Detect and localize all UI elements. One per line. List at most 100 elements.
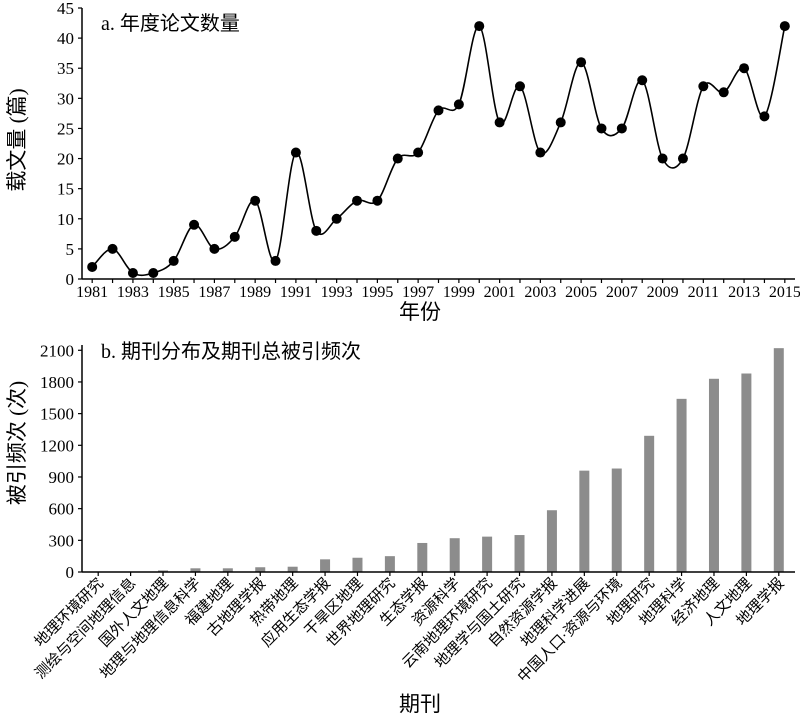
point-1988 [229, 231, 240, 242]
point-1995 [372, 195, 383, 206]
bar-10 [384, 556, 395, 572]
y-tick-label-15: 15 [57, 180, 74, 199]
y-tick-label-0: 0 [66, 270, 75, 289]
x-tick-label-1985: 1985 [158, 284, 190, 301]
x-tick-label-2011: 2011 [688, 284, 719, 301]
point-2002 [514, 81, 525, 92]
chart-a: a. 年度论文数量 载文量 (篇) 年份 1981 1983 1985 1987 198… [5, 0, 800, 324]
bar-21 [741, 373, 752, 572]
x-tick-label-1999: 1999 [443, 284, 475, 301]
y-tick-label-1800: 1800 [40, 373, 74, 392]
point-2013 [739, 63, 750, 74]
bar-15 [546, 510, 557, 572]
point-2006 [596, 123, 607, 134]
point-1986 [189, 219, 200, 230]
x-tick-label-1997: 1997 [402, 284, 434, 301]
point-2000 [474, 21, 485, 32]
bar-13 [482, 536, 493, 572]
chart-b-y-axis-title: 被引频次 (次) [5, 381, 29, 505]
x-tick-label-2015: 2015 [769, 284, 800, 301]
y-tick-label-25: 25 [57, 119, 74, 138]
point-1990 [270, 255, 281, 266]
point-1994 [352, 195, 363, 206]
chart-b-title: b. 期刊分布及期刊总被引频次 [101, 340, 361, 363]
point-1982 [107, 243, 118, 254]
y-tick-label-20: 20 [57, 150, 74, 169]
y-tick-label-1500: 1500 [40, 405, 74, 424]
bar-7 [287, 566, 298, 572]
bar-9 [352, 557, 363, 572]
point-2008 [637, 75, 648, 86]
bar-3 [158, 570, 169, 572]
bar-18 [644, 435, 655, 572]
y-tick-label-300: 300 [49, 531, 75, 550]
chart-a-title: a. 年度论文数量 [101, 12, 240, 35]
point-1989 [250, 195, 261, 206]
bar-22 [773, 348, 784, 572]
point-1981 [87, 261, 98, 272]
point-2001 [494, 117, 505, 128]
x-tick-label-1981: 1981 [76, 284, 108, 301]
point-2014 [759, 111, 770, 122]
chart-a-plot-area: 1981 1983 1985 1987 1989 1991 1993 1995 1997 1999… [57, 0, 800, 301]
point-1984 [148, 267, 159, 278]
point-2003 [535, 147, 546, 158]
point-2004 [555, 117, 566, 128]
x-tick-label-2009: 2009 [647, 284, 679, 301]
point-1992 [311, 225, 322, 236]
point-2010 [677, 153, 688, 164]
point-2012 [718, 87, 729, 98]
x-tick-label-1995: 1995 [361, 284, 393, 301]
point-1985 [168, 255, 179, 266]
chart-b-x-axis-title: 期刊 [399, 692, 441, 716]
y-tick-label-35: 35 [57, 59, 74, 78]
y-tick-label-5: 5 [66, 240, 75, 259]
x-tick-label-1987: 1987 [198, 284, 230, 301]
chart-a-y-axis-title: 载文量 (篇) [5, 88, 29, 191]
x-tick-label-1989: 1989 [239, 284, 271, 301]
x-tick-label-2013: 2013 [728, 284, 760, 301]
bar-19 [676, 398, 687, 572]
bar-12 [449, 538, 460, 572]
bar-8 [320, 559, 331, 572]
bar-14 [514, 535, 525, 572]
y-tick-label-30: 30 [57, 89, 74, 108]
point-1991 [290, 147, 301, 158]
bar-6 [255, 567, 266, 572]
bar-16 [579, 470, 590, 572]
point-1996 [392, 153, 403, 164]
point-1993 [331, 213, 342, 224]
point-2005 [576, 57, 587, 68]
bar-11 [417, 542, 428, 572]
y-tick-label-1200: 1200 [40, 436, 74, 455]
x-tick-label-2003: 2003 [524, 284, 556, 301]
x-tick-label-1993: 1993 [321, 284, 353, 301]
point-1999 [453, 99, 464, 110]
x-tick-label-2005: 2005 [565, 284, 597, 301]
point-2015 [779, 21, 790, 32]
point-1983 [127, 267, 138, 278]
y-tick-label-10: 10 [57, 210, 74, 229]
y-tick-label-600: 600 [49, 500, 75, 519]
x-tick-label-1983: 1983 [117, 284, 149, 301]
y-tick-label-0: 0 [66, 563, 75, 582]
bar-4 [190, 568, 201, 572]
point-2009 [657, 153, 668, 164]
y-tick-label-45: 45 [57, 0, 74, 18]
x-tick-label-2007: 2007 [606, 284, 638, 301]
y-tick-label-2100: 2100 [40, 341, 74, 360]
point-2007 [616, 123, 627, 134]
y-tick-label-900: 900 [49, 468, 75, 487]
x-tick-label-1991: 1991 [280, 284, 312, 301]
y-tick-label-40: 40 [57, 29, 74, 48]
point-1987 [209, 243, 220, 254]
point-1997 [413, 147, 424, 158]
x-tick-label-2001: 2001 [484, 284, 516, 301]
bar-5 [222, 568, 233, 572]
point-1998 [433, 105, 444, 116]
chart-a-x-axis-title: 年份 [399, 300, 441, 324]
point-2011 [698, 81, 709, 92]
